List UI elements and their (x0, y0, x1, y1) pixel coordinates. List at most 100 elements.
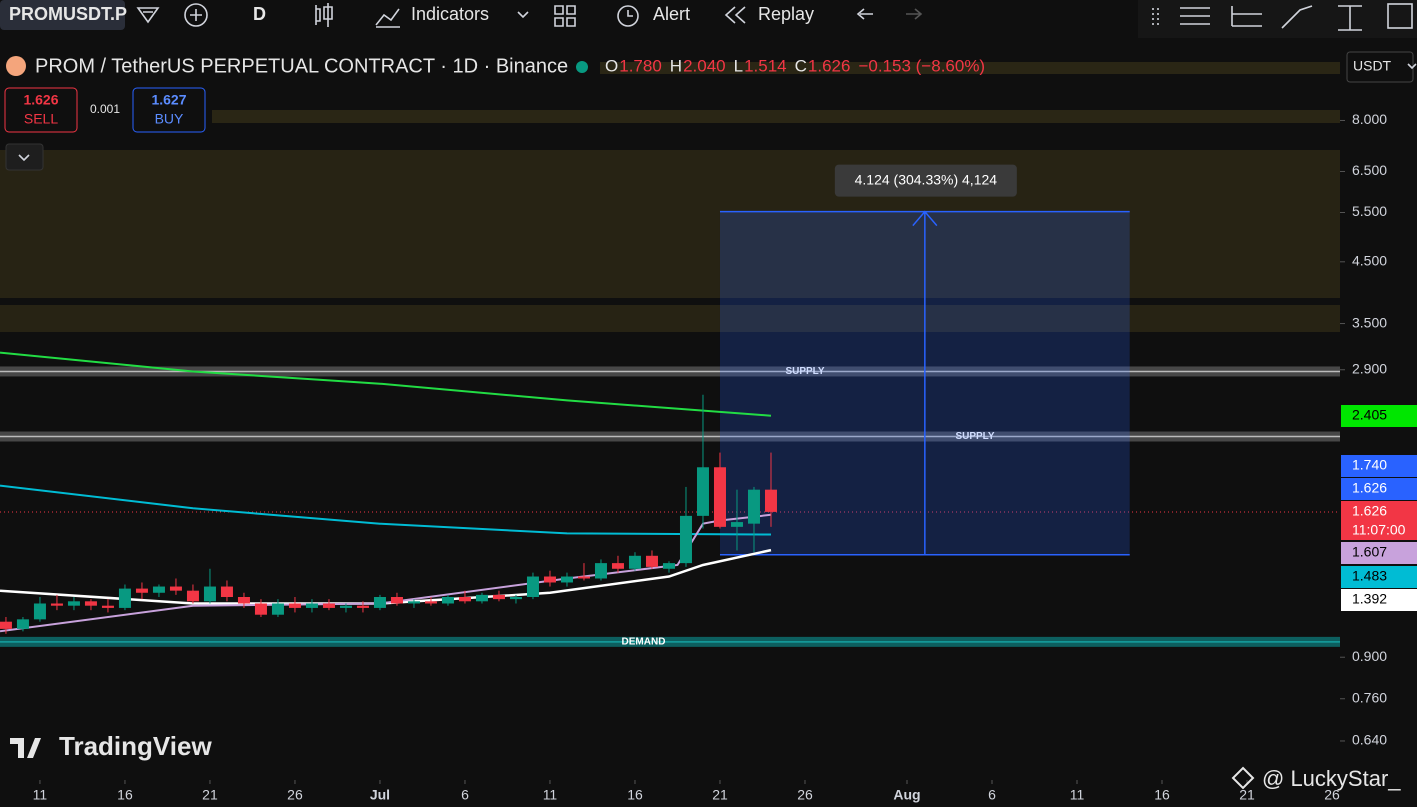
status-dot (576, 61, 588, 73)
price-badge-text: 1.607 (1352, 544, 1387, 560)
ohlc-value: 1.626 (808, 56, 851, 75)
ohlc-value: 1.780 (619, 56, 662, 75)
icon-currency-chevron (1407, 63, 1417, 70)
candle-body (118, 588, 131, 608)
resistance-band (0, 305, 1340, 332)
ohlc-label: C (795, 56, 807, 75)
y-tick-label: 2.900 (1352, 360, 1387, 376)
price-badge-text: 1.626 (1352, 503, 1387, 519)
candle-body (16, 619, 29, 629)
x-tick-label: Jul (370, 787, 390, 803)
icon-indicators[interactable] (375, 8, 400, 28)
currency[interactable]: USDT (1353, 58, 1392, 74)
measure-label-bg (834, 164, 1017, 197)
candle-body (152, 586, 165, 593)
price-badge (1341, 542, 1417, 564)
collapse-button[interactable] (5, 143, 44, 171)
icon-brush[interactable] (1281, 5, 1313, 29)
icon-flag[interactable] (136, 7, 160, 24)
ohlc-label: L (734, 56, 743, 75)
change: −0.153 (−8.60%) (858, 56, 985, 75)
icon-add[interactable] (184, 3, 208, 27)
x-tick-label: 16 (1154, 787, 1170, 803)
candle-body (271, 603, 284, 615)
candle-body (713, 467, 726, 527)
y-tick-label: 0.900 (1352, 648, 1387, 664)
moving-average (0, 548, 772, 605)
moving-average (0, 351, 772, 417)
ohlc-value: 1.514 (744, 56, 787, 75)
candle-body (611, 563, 624, 569)
icon-collapse (18, 154, 30, 162)
icon-chevron[interactable] (517, 11, 529, 19)
icon-candles[interactable] (315, 3, 333, 27)
candle-body (101, 605, 114, 608)
icon-layout[interactable] (554, 5, 576, 27)
x-tick-label: 26 (1324, 787, 1340, 803)
indicators-button[interactable]: Indicators (411, 4, 489, 24)
price-badge (1341, 566, 1417, 588)
icon-undo[interactable] (856, 8, 873, 20)
candle-body (339, 605, 352, 608)
toolbar: PROMUSDT.P D Indicators Alert Replay (0, 0, 1417, 40)
tv-logo (10, 738, 41, 758)
icon-lines2[interactable] (1231, 6, 1262, 27)
candle-body (356, 605, 369, 608)
candle-body (135, 588, 148, 593)
candle-body (33, 603, 46, 620)
x-tick-label: 26 (797, 787, 813, 803)
price-badge-text: 1.483 (1352, 568, 1387, 584)
icon-redo[interactable] (906, 8, 923, 20)
icon-replay[interactable] (724, 6, 746, 24)
price-badge-text: 1.626 (1352, 480, 1387, 496)
icon-alert-hands (627, 10, 633, 17)
sell-label[interactable]: SELL (24, 111, 58, 127)
candle-body (407, 601, 420, 604)
zone-label: SUPPLY (785, 366, 824, 377)
candle-body (628, 555, 641, 569)
y-tick-label: 0.760 (1352, 689, 1387, 705)
price-badge (1341, 522, 1417, 540)
icon-rect[interactable] (1387, 3, 1413, 29)
ohlc-value: 2.040 (683, 56, 726, 75)
price-badge-text: 1.392 (1352, 591, 1387, 607)
price-badge (1341, 501, 1417, 523)
spread: 0.001 (90, 102, 120, 116)
ohlc-legend: O 1.780 H 2.040 L 1.514 C 1.626 −0.153 (−8.60%) (605, 56, 985, 75)
candle-body (67, 601, 80, 606)
x-tick-label: 6 (461, 787, 469, 803)
candle-body (50, 603, 63, 606)
interval[interactable]: D (253, 4, 266, 24)
resistance-band-header (600, 62, 1340, 74)
candle-body (237, 596, 250, 604)
buy-label[interactable]: BUY (155, 111, 184, 127)
x-tick-label: 11 (33, 787, 48, 803)
sell-price[interactable]: 1.626 (23, 92, 58, 108)
candle-body (305, 603, 318, 608)
watermark: TradingView (59, 731, 212, 761)
candle-body (373, 596, 386, 608)
icon-alert[interactable] (617, 5, 639, 27)
replay-button[interactable]: Replay (758, 4, 814, 24)
icon-measure[interactable] (1338, 5, 1362, 31)
y-tick-label: 5.500 (1352, 203, 1387, 219)
icon-lines1[interactable] (1180, 7, 1210, 25)
symbol[interactable]: PROMUSDT.P (9, 4, 127, 24)
price-badge (1341, 478, 1417, 500)
measure-label: 4.124 (304.33%) 4,124 (855, 171, 998, 187)
price-badge-text: 11:07:00 (1352, 522, 1406, 538)
candle-body (679, 515, 692, 564)
sell-button[interactable] (4, 87, 78, 133)
symbol-box[interactable] (0, 0, 125, 30)
candle-body (390, 596, 403, 604)
candle-body (441, 596, 454, 604)
alert-button[interactable]: Alert (653, 4, 690, 24)
candle-body (645, 555, 658, 567)
candle-body (169, 586, 182, 591)
buy-price[interactable]: 1.627 (151, 92, 186, 108)
resistance-band-top (212, 110, 1340, 123)
credit: @ LuckyStar_ (1262, 766, 1401, 791)
buy-button[interactable] (132, 87, 206, 133)
